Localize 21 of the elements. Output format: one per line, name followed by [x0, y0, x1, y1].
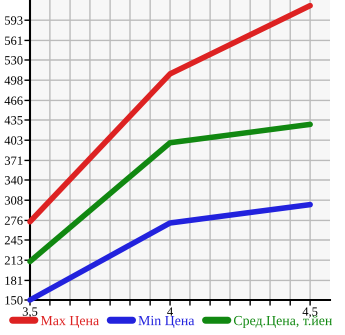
y-tick-label: 371 [4, 156, 22, 165]
y-tick-label: 561 [5, 36, 22, 45]
y-tick-label: 245 [4, 236, 23, 244]
y-tick-label: 150 [5, 296, 23, 304]
x-tick-label: 3,5 [22, 307, 38, 318]
x-tick-label: 4,5 [302, 307, 318, 318]
y-tick-label: 498 [4, 76, 23, 85]
y-tick-label: 181 [5, 276, 22, 285]
legend-label: Сред.Цена, т.йен [234, 316, 332, 328]
y-tick-label: 530 [5, 56, 23, 64]
y-tick-label: 340 [4, 176, 23, 184]
y-tick-label: 593 [5, 16, 23, 25]
y-tick-label: 466 [4, 96, 23, 105]
x-tick-label: 4 [167, 307, 173, 316]
y-tick-label: 308 [4, 196, 23, 205]
y-tick-label: 435 [4, 116, 23, 124]
y-tick-label: 213 [4, 256, 23, 265]
y-tick-label: 403 [4, 136, 23, 145]
y-tick-label: 276 [4, 216, 23, 225]
legend-label: Min Цена [138, 316, 194, 328]
legend-label: Max Цена [40, 316, 99, 328]
